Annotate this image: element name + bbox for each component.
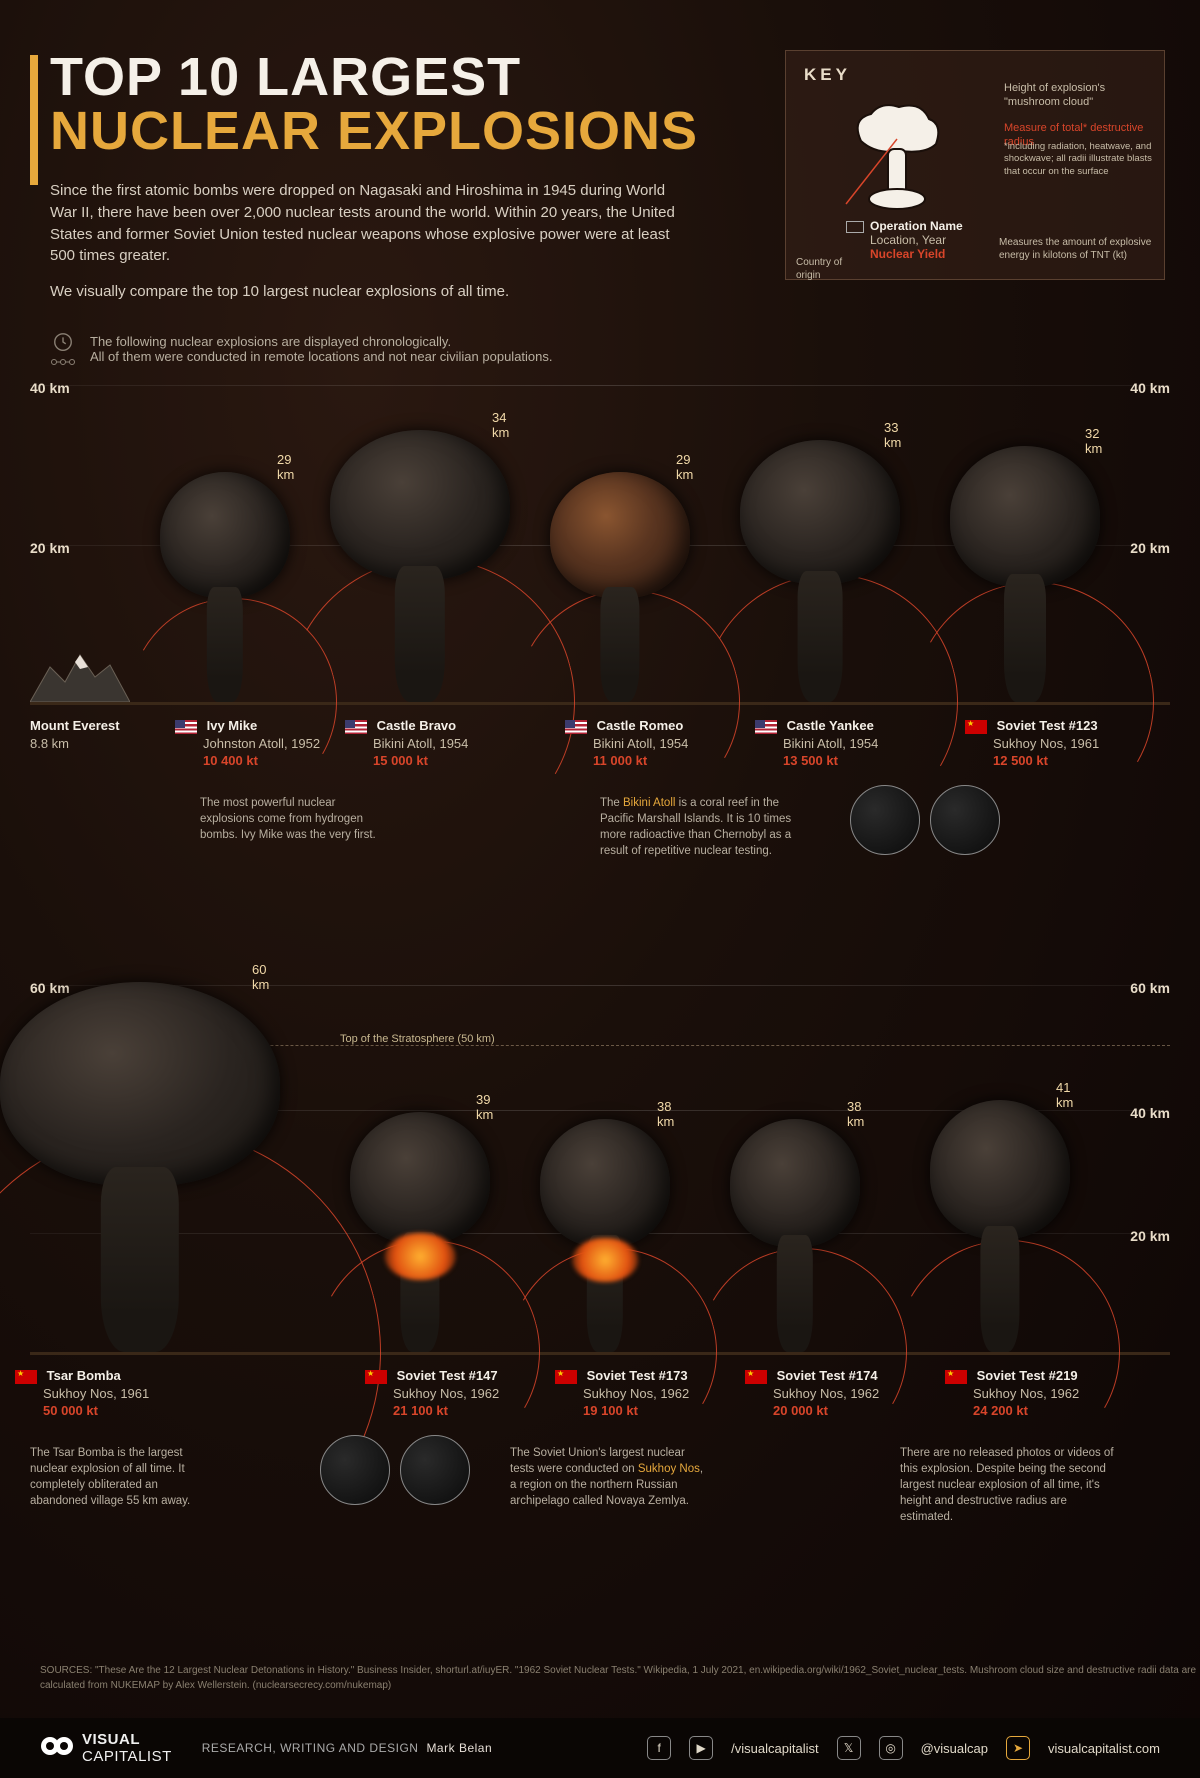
clock-icon bbox=[52, 331, 74, 353]
youtube-icon[interactable]: ▶ bbox=[689, 1736, 713, 1760]
bikini-globes bbox=[850, 785, 1000, 855]
ussr-flag-icon bbox=[745, 1370, 767, 1384]
info-row-1: Mount Everest 8.8 km Ivy Mike Johnston A… bbox=[30, 717, 1170, 787]
us-flag-icon bbox=[175, 720, 197, 734]
key-yield-note: Measures the amount of explosive energy … bbox=[999, 236, 1154, 262]
explosion-castle-yankee: 33 km bbox=[740, 440, 900, 702]
intro-paragraph-1: Since the first atomic bombs were droppe… bbox=[50, 180, 690, 267]
grid-label: 20 km bbox=[1130, 540, 1170, 556]
annotation-bikini: The Bikini Atoll is a coral reef in the … bbox=[600, 795, 810, 859]
chart-row-1: 40 km 40 km 20 km 20 km 29 km 34 km bbox=[30, 385, 1170, 825]
sources: SOURCES: "These Are the 12 Largest Nucle… bbox=[40, 1663, 1200, 1693]
instagram-icon[interactable]: ◎ bbox=[879, 1736, 903, 1760]
annotation-no-photo: There are no released photos or videos o… bbox=[900, 1445, 1120, 1525]
explosion-info: Soviet Test #173 Sukhoy Nos, 1962 19 100… bbox=[555, 1367, 735, 1420]
title-line2: NUCLEAR EXPLOSIONS bbox=[50, 104, 750, 158]
globe-icon bbox=[850, 785, 920, 855]
key-panel: KEY Height of explosion's "mushroom clou… bbox=[785, 50, 1165, 280]
explosion-info: Soviet Test #219 Sukhoy Nos, 1962 24 200… bbox=[945, 1367, 1125, 1420]
stratosphere-label: Top of the Stratosphere (50 km) bbox=[340, 1033, 495, 1045]
grid-label: 40 km bbox=[1130, 1105, 1170, 1121]
credit: RESEARCH, WRITING AND DESIGNMark Belan bbox=[202, 1741, 492, 1755]
chart-area-1: 40 km 40 km 20 km 20 km 29 km 34 km bbox=[30, 385, 1170, 705]
explosion-tsar-bomba: 60 km bbox=[0, 982, 280, 1352]
chronology-note: The following nuclear explosions are dis… bbox=[50, 331, 750, 367]
accent-bar bbox=[30, 55, 38, 185]
globe-icon bbox=[930, 785, 1000, 855]
explosion-soviet-test-147: 39 km bbox=[350, 1112, 490, 1353]
brand-logo: VISUALCAPITALIST bbox=[40, 1731, 172, 1765]
footer: VISUALCAPITALIST RESEARCH, WRITING AND D… bbox=[0, 1718, 1200, 1778]
title-line1: TOP 10 LARGEST bbox=[50, 50, 750, 104]
info-row-2: Tsar Bomba Sukhoy Nos, 1961 50 000 kt So… bbox=[30, 1367, 1170, 1437]
explosion-info: Soviet Test #174 Sukhoy Nos, 1962 20 000… bbox=[745, 1367, 925, 1420]
social-handle: visualcapitalist.com bbox=[1048, 1741, 1160, 1756]
grid-label: 20 km bbox=[1130, 1228, 1170, 1244]
explosion-info: Castle Bravo Bikini Atoll, 1954 15 000 k… bbox=[345, 717, 525, 770]
chart-area-2: 60 km 60 km Top of the Stratosphere (50 … bbox=[30, 985, 1170, 1355]
social-handle: @visualcap bbox=[921, 1741, 988, 1756]
ussr-flag-icon bbox=[945, 1370, 967, 1384]
ussr-flag-icon bbox=[555, 1370, 577, 1384]
twitter-icon[interactable]: 𝕏 bbox=[837, 1736, 861, 1760]
ussr-flag-icon bbox=[365, 1370, 387, 1384]
key-mushroom-icon bbox=[841, 99, 951, 219]
sukhoy-globes bbox=[320, 1435, 470, 1505]
explosion-info: Ivy Mike Johnston Atoll, 1952 10 400 kt bbox=[175, 717, 355, 770]
header: TOP 10 LARGEST NUCLEAR EXPLOSIONS Since … bbox=[50, 50, 750, 367]
explosion-soviet-test-219: 41 km bbox=[930, 1100, 1070, 1352]
reference-info: Mount Everest 8.8 km bbox=[30, 717, 160, 787]
explosion-info: Castle Romeo Bikini Atoll, 1954 11 000 k… bbox=[565, 717, 745, 770]
grid-label: 20 km bbox=[30, 540, 70, 556]
annotation-tsar: The Tsar Bomba is the largest nuclear ex… bbox=[30, 1445, 210, 1509]
annotation-ivy: The most powerful nuclear explosions com… bbox=[200, 795, 380, 843]
chart-row-2: 60 km 60 km Top of the Stratosphere (50 … bbox=[30, 985, 1170, 1465]
social-links: f ▶ /visualcapitalist 𝕏 ◎ @visualcap ➤ v… bbox=[647, 1736, 1160, 1760]
us-flag-icon bbox=[345, 720, 367, 734]
vc-logo-icon bbox=[40, 1734, 74, 1762]
ussr-flag-icon bbox=[15, 1370, 37, 1384]
explosion-soviet-test-173: 38 km bbox=[540, 1119, 670, 1352]
explosion-ivy-mike: 29 km bbox=[160, 472, 290, 702]
mount-everest bbox=[30, 647, 130, 702]
cursor-icon[interactable]: ➤ bbox=[1006, 1736, 1030, 1760]
social-handle: /visualcapitalist bbox=[731, 1741, 818, 1756]
key-radius-note: *including radiation, heatwave, and shoc… bbox=[1004, 141, 1154, 178]
chronology-text: The following nuclear explosions are dis… bbox=[90, 334, 553, 364]
grid-label: 40 km bbox=[30, 380, 70, 396]
explosion-info: Soviet Test #147 Sukhoy Nos, 1962 21 100… bbox=[365, 1367, 545, 1420]
explosion-castle-bravo: 34 km bbox=[330, 430, 510, 702]
facebook-icon[interactable]: f bbox=[647, 1736, 671, 1760]
key-height-label: Height of explosion's "mushroom cloud" bbox=[1004, 81, 1154, 110]
chain-icon bbox=[50, 357, 76, 367]
globe-icon bbox=[320, 1435, 390, 1505]
grid-label: 60 km bbox=[1130, 980, 1170, 996]
intro-paragraph-2: We visually compare the top 10 largest n… bbox=[50, 281, 690, 303]
explosion-info: Tsar Bomba Sukhoy Nos, 1961 50 000 kt bbox=[15, 1367, 195, 1420]
explosion-soviet-test-123: 32 km bbox=[950, 446, 1100, 702]
grid-label: 40 km bbox=[1130, 380, 1170, 396]
explosion-info: Soviet Test #123 Sukhoy Nos, 1961 12 500… bbox=[965, 717, 1145, 770]
explosion-soviet-test-174: 38 km bbox=[730, 1119, 860, 1352]
key-legend: Operation Name Location, Year Nuclear Yi… bbox=[846, 219, 963, 261]
explosion-info: Castle Yankee Bikini Atoll, 1954 13 500 … bbox=[755, 717, 935, 770]
us-flag-icon bbox=[755, 720, 777, 734]
us-flag-icon bbox=[565, 720, 587, 734]
annotation-sukhoy: The Soviet Union's largest nuclear tests… bbox=[510, 1445, 710, 1509]
key-country-label: Country of origin bbox=[796, 256, 846, 282]
globe-icon bbox=[400, 1435, 470, 1505]
ussr-flag-icon bbox=[965, 720, 987, 734]
explosion-castle-romeo: 29 km bbox=[550, 472, 690, 702]
